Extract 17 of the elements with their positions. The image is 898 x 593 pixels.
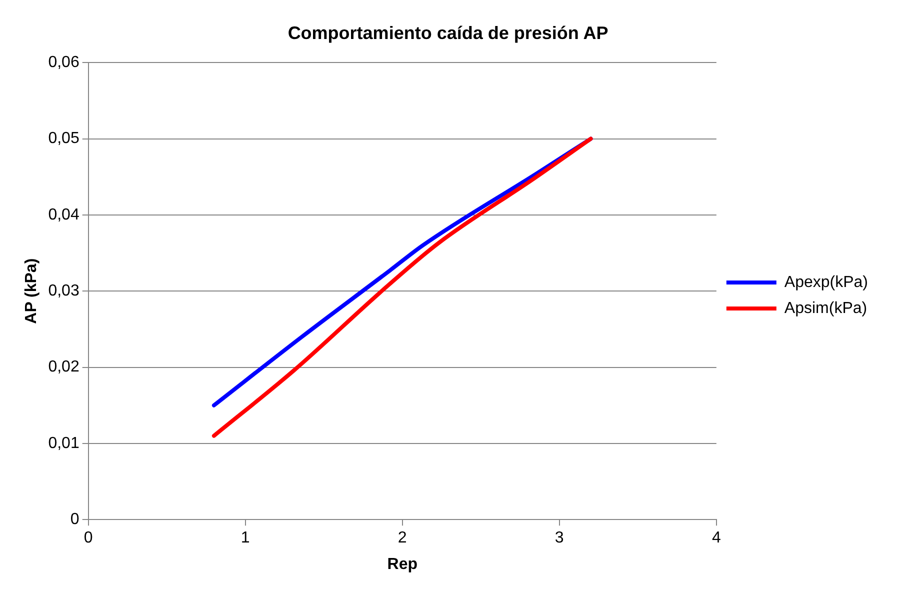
legend-label: Apexp(kPa): [784, 274, 868, 291]
y-tick-label: 0,06: [48, 54, 80, 72]
y-tick-label: 0,01: [48, 434, 80, 452]
x-tick-label: 2: [398, 530, 407, 547]
chart-title: Comportamiento caída de presión AP: [288, 22, 608, 43]
y-tick-label: 0,05: [48, 130, 80, 148]
y-tick-label: 0,04: [48, 206, 80, 224]
y-axis-title: AP (kPa): [23, 258, 40, 324]
x-tick-label: 0: [84, 530, 93, 547]
x-tick-label: 1: [240, 530, 250, 547]
y-tick-label: 0,02: [48, 358, 80, 376]
x-tick-label: 4: [712, 530, 721, 547]
y-tick-label: 0,03: [48, 282, 80, 300]
y-tick-label: 0: [70, 511, 80, 528]
x-tick-label: 3: [554, 530, 564, 547]
x-axis-title: Rep: [387, 556, 418, 573]
legend-label: Apsim(kPa): [784, 300, 868, 317]
